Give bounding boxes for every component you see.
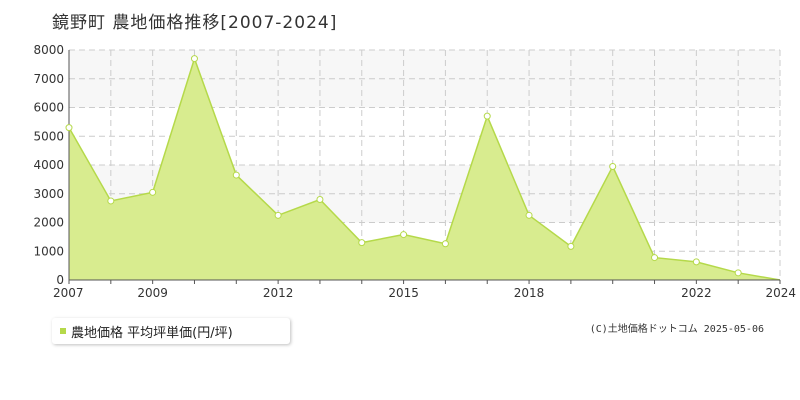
axes bbox=[68, 50, 781, 284]
data-point bbox=[274, 211, 282, 219]
x-tick-label: 2015 bbox=[388, 286, 419, 300]
data-point bbox=[483, 112, 491, 120]
data-point bbox=[441, 240, 449, 248]
y-tick-labels: 0 1000 2000 3000 4000 5000 6000 7000 8000 bbox=[33, 43, 64, 287]
x-tick-label: 2007 bbox=[53, 286, 84, 300]
x-tick-label: 2024 bbox=[765, 286, 796, 300]
y-tick-label: 6000 bbox=[33, 101, 64, 115]
data-point bbox=[316, 196, 324, 203]
y-tick-label: 5000 bbox=[33, 129, 64, 143]
legend-swatch bbox=[60, 328, 66, 334]
y-tick-label: 7000 bbox=[33, 72, 64, 86]
x-tick-label: 2009 bbox=[137, 286, 168, 300]
legend: 農地価格 平均坪単価(円/坪) bbox=[52, 318, 290, 344]
y-tick-label: 1000 bbox=[33, 244, 64, 258]
data-point bbox=[734, 269, 742, 277]
y-tick-label: 4000 bbox=[33, 158, 64, 172]
data-point bbox=[232, 171, 240, 179]
data-point bbox=[65, 124, 73, 132]
y-tick-label: 0 bbox=[56, 273, 64, 287]
area-fill bbox=[69, 58, 780, 280]
data-point bbox=[400, 231, 408, 239]
copyright-credit: (C)土地価格ドットコム 2025-05-06 bbox=[589, 324, 764, 335]
data-point bbox=[149, 188, 157, 196]
chart-title: 鏡野町 農地価格推移[2007-2024] bbox=[52, 13, 338, 33]
y-tick-label: 2000 bbox=[33, 216, 64, 230]
data-point bbox=[567, 242, 575, 250]
x-tick-label: 2022 bbox=[681, 286, 712, 300]
legend-label: 農地価格 平均坪単価(円/坪) bbox=[71, 325, 233, 341]
data-point bbox=[525, 211, 533, 219]
y-tick-label: 3000 bbox=[33, 187, 64, 201]
data-point bbox=[651, 254, 659, 262]
series-line bbox=[68, 56, 781, 281]
y-tick-label: 8000 bbox=[33, 43, 64, 57]
x-tick-labels: 2007 2009 2012 2015 2018 2022 2024 bbox=[53, 286, 796, 300]
data-points bbox=[65, 55, 742, 277]
x-tick-label: 2012 bbox=[263, 286, 294, 300]
data-point bbox=[190, 55, 198, 63]
data-point bbox=[107, 197, 115, 205]
data-point bbox=[692, 258, 700, 266]
data-point bbox=[358, 239, 366, 247]
data-point bbox=[609, 162, 617, 170]
x-tick-label: 2018 bbox=[514, 286, 545, 300]
